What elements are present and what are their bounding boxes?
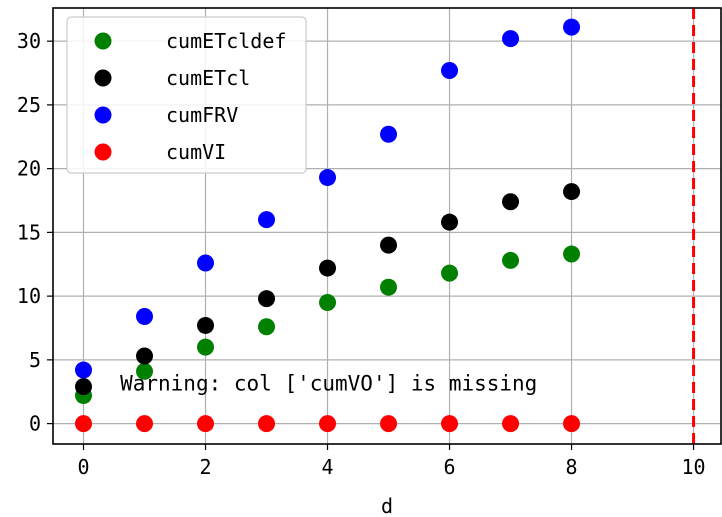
data-points <box>75 18 581 433</box>
data-point-cumETcldef <box>197 338 215 356</box>
data-point-cumVI <box>75 415 93 433</box>
x-tick-label: 10 <box>682 455 706 479</box>
plot-frame <box>52 7 722 445</box>
legend-marker <box>94 69 112 87</box>
axis-ticks: 0 2 4 6 8 10 0 5 10 15 20 25 30 <box>17 29 706 479</box>
data-point-cumETcl <box>380 236 398 254</box>
data-point-cumVI <box>380 415 398 433</box>
y-tick-label: 30 <box>17 29 41 53</box>
data-point-cumVI <box>197 415 215 433</box>
data-point-cumFRV <box>75 361 93 379</box>
data-point-cumETcl <box>197 316 215 334</box>
data-point-cumFRV <box>319 169 337 187</box>
x-tick-label: 4 <box>321 455 333 479</box>
data-point-cumVI <box>441 415 459 433</box>
data-point-cumETcldef <box>319 293 337 311</box>
data-point-cumVI <box>258 415 276 433</box>
warning-annotation: Warning: col ['cumVO'] is missing <box>120 371 537 395</box>
legend-marker <box>94 106 112 124</box>
data-point-cumETcl <box>319 259 337 277</box>
y-tick-label: 20 <box>17 157 41 181</box>
y-tick-label: 10 <box>17 284 41 308</box>
x-tick-label: 6 <box>444 455 456 479</box>
data-point-cumVI <box>502 415 520 433</box>
x-tick-label: 0 <box>77 455 89 479</box>
legend: cumETcldef cumETcl cumFRV cumVI <box>66 16 307 174</box>
y-tick-label: 5 <box>29 348 41 372</box>
data-point-cumETcl <box>75 378 93 396</box>
data-point-cumETcl <box>502 193 520 211</box>
data-point-cumFRV <box>380 125 398 143</box>
data-point-cumVI <box>136 415 154 433</box>
legend-label: cumVI <box>166 140 226 164</box>
data-point-cumFRV <box>563 18 581 36</box>
data-point-cumFRV <box>197 254 215 272</box>
x-axis-label: d <box>381 494 393 517</box>
data-point-cumETcldef <box>502 251 520 269</box>
x-tick-label: 8 <box>566 455 578 479</box>
data-point-cumETcl <box>441 213 459 231</box>
legend-label: cumFRV <box>166 103 238 127</box>
y-tick-label: 25 <box>17 93 41 117</box>
data-point-cumETcldef <box>258 318 276 336</box>
data-point-cumETcl <box>258 290 276 308</box>
data-point-cumFRV <box>502 30 520 48</box>
y-tick-label: 15 <box>17 220 41 244</box>
legend-box <box>66 16 307 174</box>
data-point-cumETcldef <box>563 245 581 263</box>
data-point-cumETcl <box>136 347 154 365</box>
data-point-cumETcl <box>563 183 581 201</box>
legend-marker <box>94 32 112 50</box>
data-point-cumFRV <box>136 308 154 326</box>
data-point-cumFRV <box>441 61 459 79</box>
legend-label: cumETcl <box>166 66 250 90</box>
data-point-cumETcldef <box>441 264 459 282</box>
data-point-cumVI <box>563 415 581 433</box>
data-point-cumFRV <box>258 211 276 229</box>
y-tick-label: 0 <box>29 412 41 436</box>
legend-marker <box>94 143 112 161</box>
legend-label: cumETcldef <box>166 29 286 53</box>
data-point-cumETcldef <box>136 362 154 380</box>
data-point-cumVI <box>319 415 337 433</box>
x-tick-label: 2 <box>199 455 211 479</box>
data-point-cumETcldef <box>380 278 398 296</box>
